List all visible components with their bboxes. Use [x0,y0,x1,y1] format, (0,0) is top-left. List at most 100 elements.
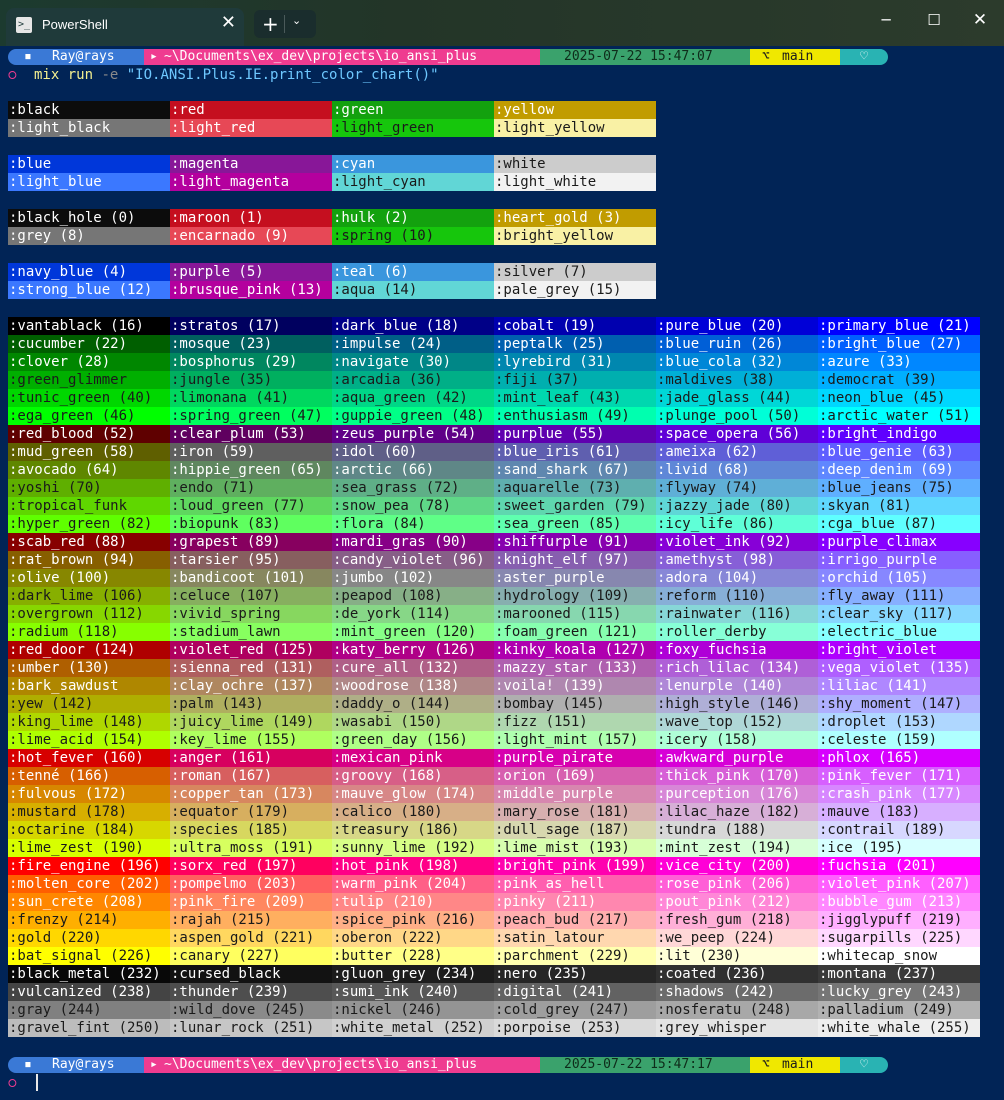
prompt-user: Ray@rays [52,49,115,64]
color-swatch: :mint_leaf (43) [494,389,656,407]
prompt-path: ~\Documents\ex_dev\projects\io_ansi_plus [164,1057,478,1072]
color-swatch: :limonana (41) [170,389,332,407]
color-swatch: :treasury (186) [332,821,494,839]
tab-title: PowerShell [42,17,108,32]
color-swatch: :ega_green (46) [8,407,170,425]
color-swatch: :adora (104) [656,569,818,587]
color-swatch: :fulvous (172) [8,785,170,803]
color-swatch: :yellow [494,101,656,119]
color-swatch: :rich_lilac (134) [656,659,818,677]
new-tab-button[interactable]: + [262,12,279,36]
color-swatch: :scab_red (88) [8,533,170,551]
color-swatch: :nero (235) [494,965,656,983]
minimize-button[interactable]: ─ [881,11,891,29]
powershell-icon: >_ [16,17,32,33]
color-swatch: :olive (100) [8,569,170,587]
color-swatch: :clover (28) [8,353,170,371]
color-swatch: :knight_elf (97) [494,551,656,569]
color-swatch: :maldives (38) [656,371,818,389]
color-swatch: :calico (180) [332,803,494,821]
color-swatch: :bubble_gum (213) [818,893,980,911]
color-swatch: :high_style (146) [656,695,818,713]
color-swatch: :lenurple (140) [656,677,818,695]
color-swatch: :gluon_grey (234) [332,965,494,983]
color-swatch: :lime_acid (154) [8,731,170,749]
color-swatch: :gold (220) [8,929,170,947]
color-swatch: :bright_violet [818,641,980,659]
color-swatch: :spice_pink (216) [332,911,494,929]
color-swatch: :vega_violet (135) [818,659,980,677]
color-swatch: :sweet_garden (79) [494,497,656,515]
color-swatch: :jade_glass (44) [656,389,818,407]
color-swatch: :wasabi (150) [332,713,494,731]
color-swatch: :ameixa (62) [656,443,818,461]
color-swatch: :foam_green (121) [494,623,656,641]
color-swatch: :rose_pink (206) [656,875,818,893]
command-text: mix run -e "IO.ANSI.Plus.IE.print_color_… [34,66,439,84]
chevron-down-icon[interactable]: ⌄ [292,14,302,27]
maximize-button[interactable]: ☐ [927,11,941,29]
close-window-button[interactable]: ✕ [972,10,988,30]
color-swatch: :peptalk (25) [494,335,656,353]
prompt-timestamp: 2025-07-22 15:47:17 [564,1057,713,1072]
input-line[interactable]: ⭘ [8,1074,17,1093]
color-swatch: :livid (68) [656,461,818,479]
color-swatch: :jumbo (102) [332,569,494,587]
color-swatch: :aquarelle (73) [494,479,656,497]
color-swatch: :bandicoot (101) [170,569,332,587]
command-flag: -e [101,67,119,83]
color-swatch: :lunar_rock (251) [170,1019,332,1037]
color-swatch: :neon_blue (45) [818,389,980,407]
color-swatch: :spring_green (47) [170,407,332,425]
color-swatch: :hydrology (109) [494,587,656,605]
color-swatch: :sea_grass (72) [332,479,494,497]
color-swatch: :oberon (222) [332,929,494,947]
prompt-path: ~\Documents\ex_dev\projects\io_ansi_plus [164,49,478,64]
color-swatch: :tundra (188) [656,821,818,839]
close-icon[interactable]: ✕ [220,12,236,33]
color-swatch: :snow_pea (78) [332,497,494,515]
color-swatch: :irrigo_purple [818,551,980,569]
command-line: ⭘ mix run -e "IO.ANSI.Plus.IE.print_colo… [8,66,439,85]
color-swatch: :icery (158) [656,731,818,749]
color-swatch: :red [170,101,332,119]
color-swatch: :katy_berry (126) [332,641,494,659]
color-swatch: :celeste (159) [818,731,980,749]
color-swatch: :cucumber (22) [8,335,170,353]
color-swatch: :mazzy_star (133) [494,659,656,677]
prompt-path-segment: ▸ ~\Documents\ex_dev\projects\io_ansi_pl… [144,1057,540,1073]
title-bar: >_ PowerShell ✕ + ⌄ ─ ☐ ✕ [0,0,1004,46]
color-swatch: :awkward_purple [656,749,818,767]
color-swatch: :mud_green (58) [8,443,170,461]
color-swatch: :purple_climax [818,533,980,551]
color-swatch: :voila! (139) [494,677,656,695]
color-swatch: :tenné (166) [8,767,170,785]
color-swatch: :nosferatu (248) [656,1001,818,1019]
prompt-symbol-icon: ⭘ [8,1077,17,1090]
color-swatch: :purple_pirate [494,749,656,767]
color-swatch: :anger (161) [170,749,332,767]
color-swatch: :pink_fever (171) [818,767,980,785]
color-swatch: :nickel (246) [332,1001,494,1019]
color-swatch: :purception (176) [656,785,818,803]
color-swatch: :rat_brown (94) [8,551,170,569]
color-swatch: :sea_green (85) [494,515,656,533]
color-swatch: :overgrown (112) [8,605,170,623]
color-swatch: :dark_lime (106) [8,587,170,605]
prompt-branch: main [782,1057,814,1072]
color-swatch: :shiffurple (91) [494,533,656,551]
color-swatch: :light_blue [8,173,170,191]
color-swatch: :rainwater (116) [656,605,818,623]
color-swatch: :spring (10) [332,227,494,245]
divider [284,15,285,33]
color-swatch: :roller_derby [656,623,818,641]
tab-powershell[interactable]: >_ PowerShell ✕ [6,8,244,46]
color-swatch: :zeus_purple (54) [332,425,494,443]
color-swatch: :light_green [332,119,494,137]
color-swatch: :clear_plum (53) [170,425,332,443]
color-swatch: :cursed_black [170,965,332,983]
color-swatch: :montana (237) [818,965,980,983]
color-swatch: :endo (71) [170,479,332,497]
color-swatch: :green [332,101,494,119]
color-swatch: :electric_blue [818,623,980,641]
